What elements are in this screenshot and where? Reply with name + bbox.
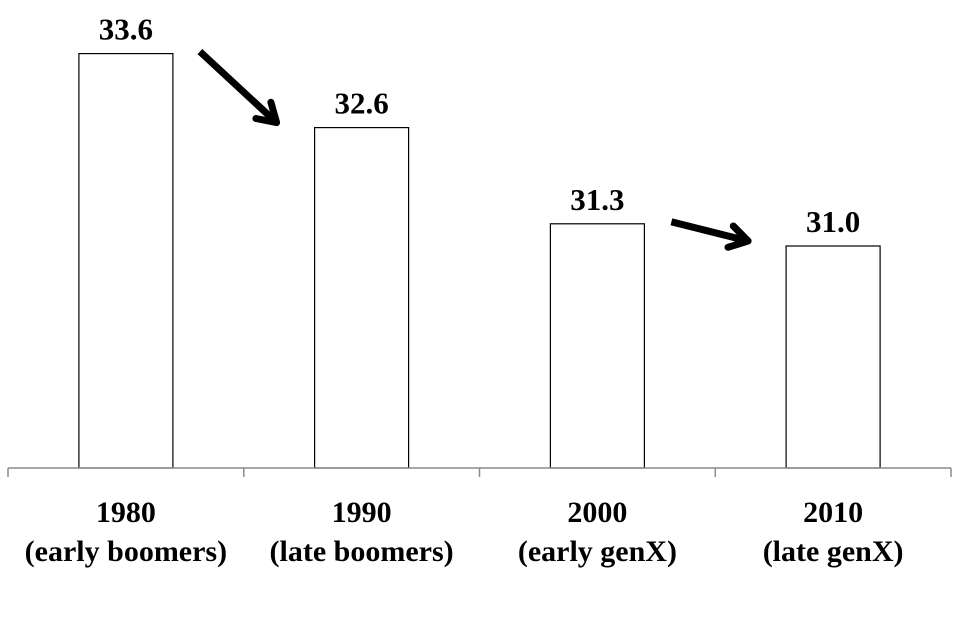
trend-arrow-0 bbox=[197, 49, 281, 127]
category-label-2-line-1: (early genX) bbox=[518, 535, 677, 568]
data-label-1: 32.6 bbox=[334, 86, 388, 121]
category-label-2-line-0: 2000 bbox=[567, 496, 627, 529]
trend-arrow-shaft-0 bbox=[197, 49, 277, 124]
category-label-3-line-1: (late genX) bbox=[763, 535, 904, 568]
category-label-1-line-1: (late boomers) bbox=[270, 535, 454, 568]
category-label-0-line-0: 1980 bbox=[96, 496, 156, 529]
data-label-3: 31.0 bbox=[806, 204, 860, 239]
category-label-3-line-0: 2010 bbox=[803, 496, 863, 529]
trend-arrow-head-0 bbox=[252, 98, 281, 127]
category-label-0-line-1: (early boomers) bbox=[25, 535, 227, 568]
trend-arrow-shaft-1 bbox=[670, 218, 747, 244]
bars-layer bbox=[78, 52, 881, 469]
x-axis bbox=[7, 467, 952, 477]
data-label-2: 31.3 bbox=[570, 182, 624, 217]
data-labels-layer: 33.6 32.6 31.3 31.0 bbox=[99, 12, 860, 239]
trend-arrow-1 bbox=[670, 218, 752, 251]
bar-3 bbox=[785, 245, 881, 469]
bar-2 bbox=[549, 223, 646, 469]
category-labels-layer: 1980 (early boomers) 1990 (late boomers) 200… bbox=[25, 496, 904, 568]
trend-arrows-layer bbox=[197, 49, 752, 251]
data-label-0: 33.6 bbox=[99, 12, 153, 47]
trend-arrow-head-1 bbox=[724, 222, 752, 251]
category-label-1-line-0: 1990 bbox=[332, 496, 392, 529]
bar-1 bbox=[314, 126, 410, 469]
bar-0 bbox=[78, 52, 174, 469]
